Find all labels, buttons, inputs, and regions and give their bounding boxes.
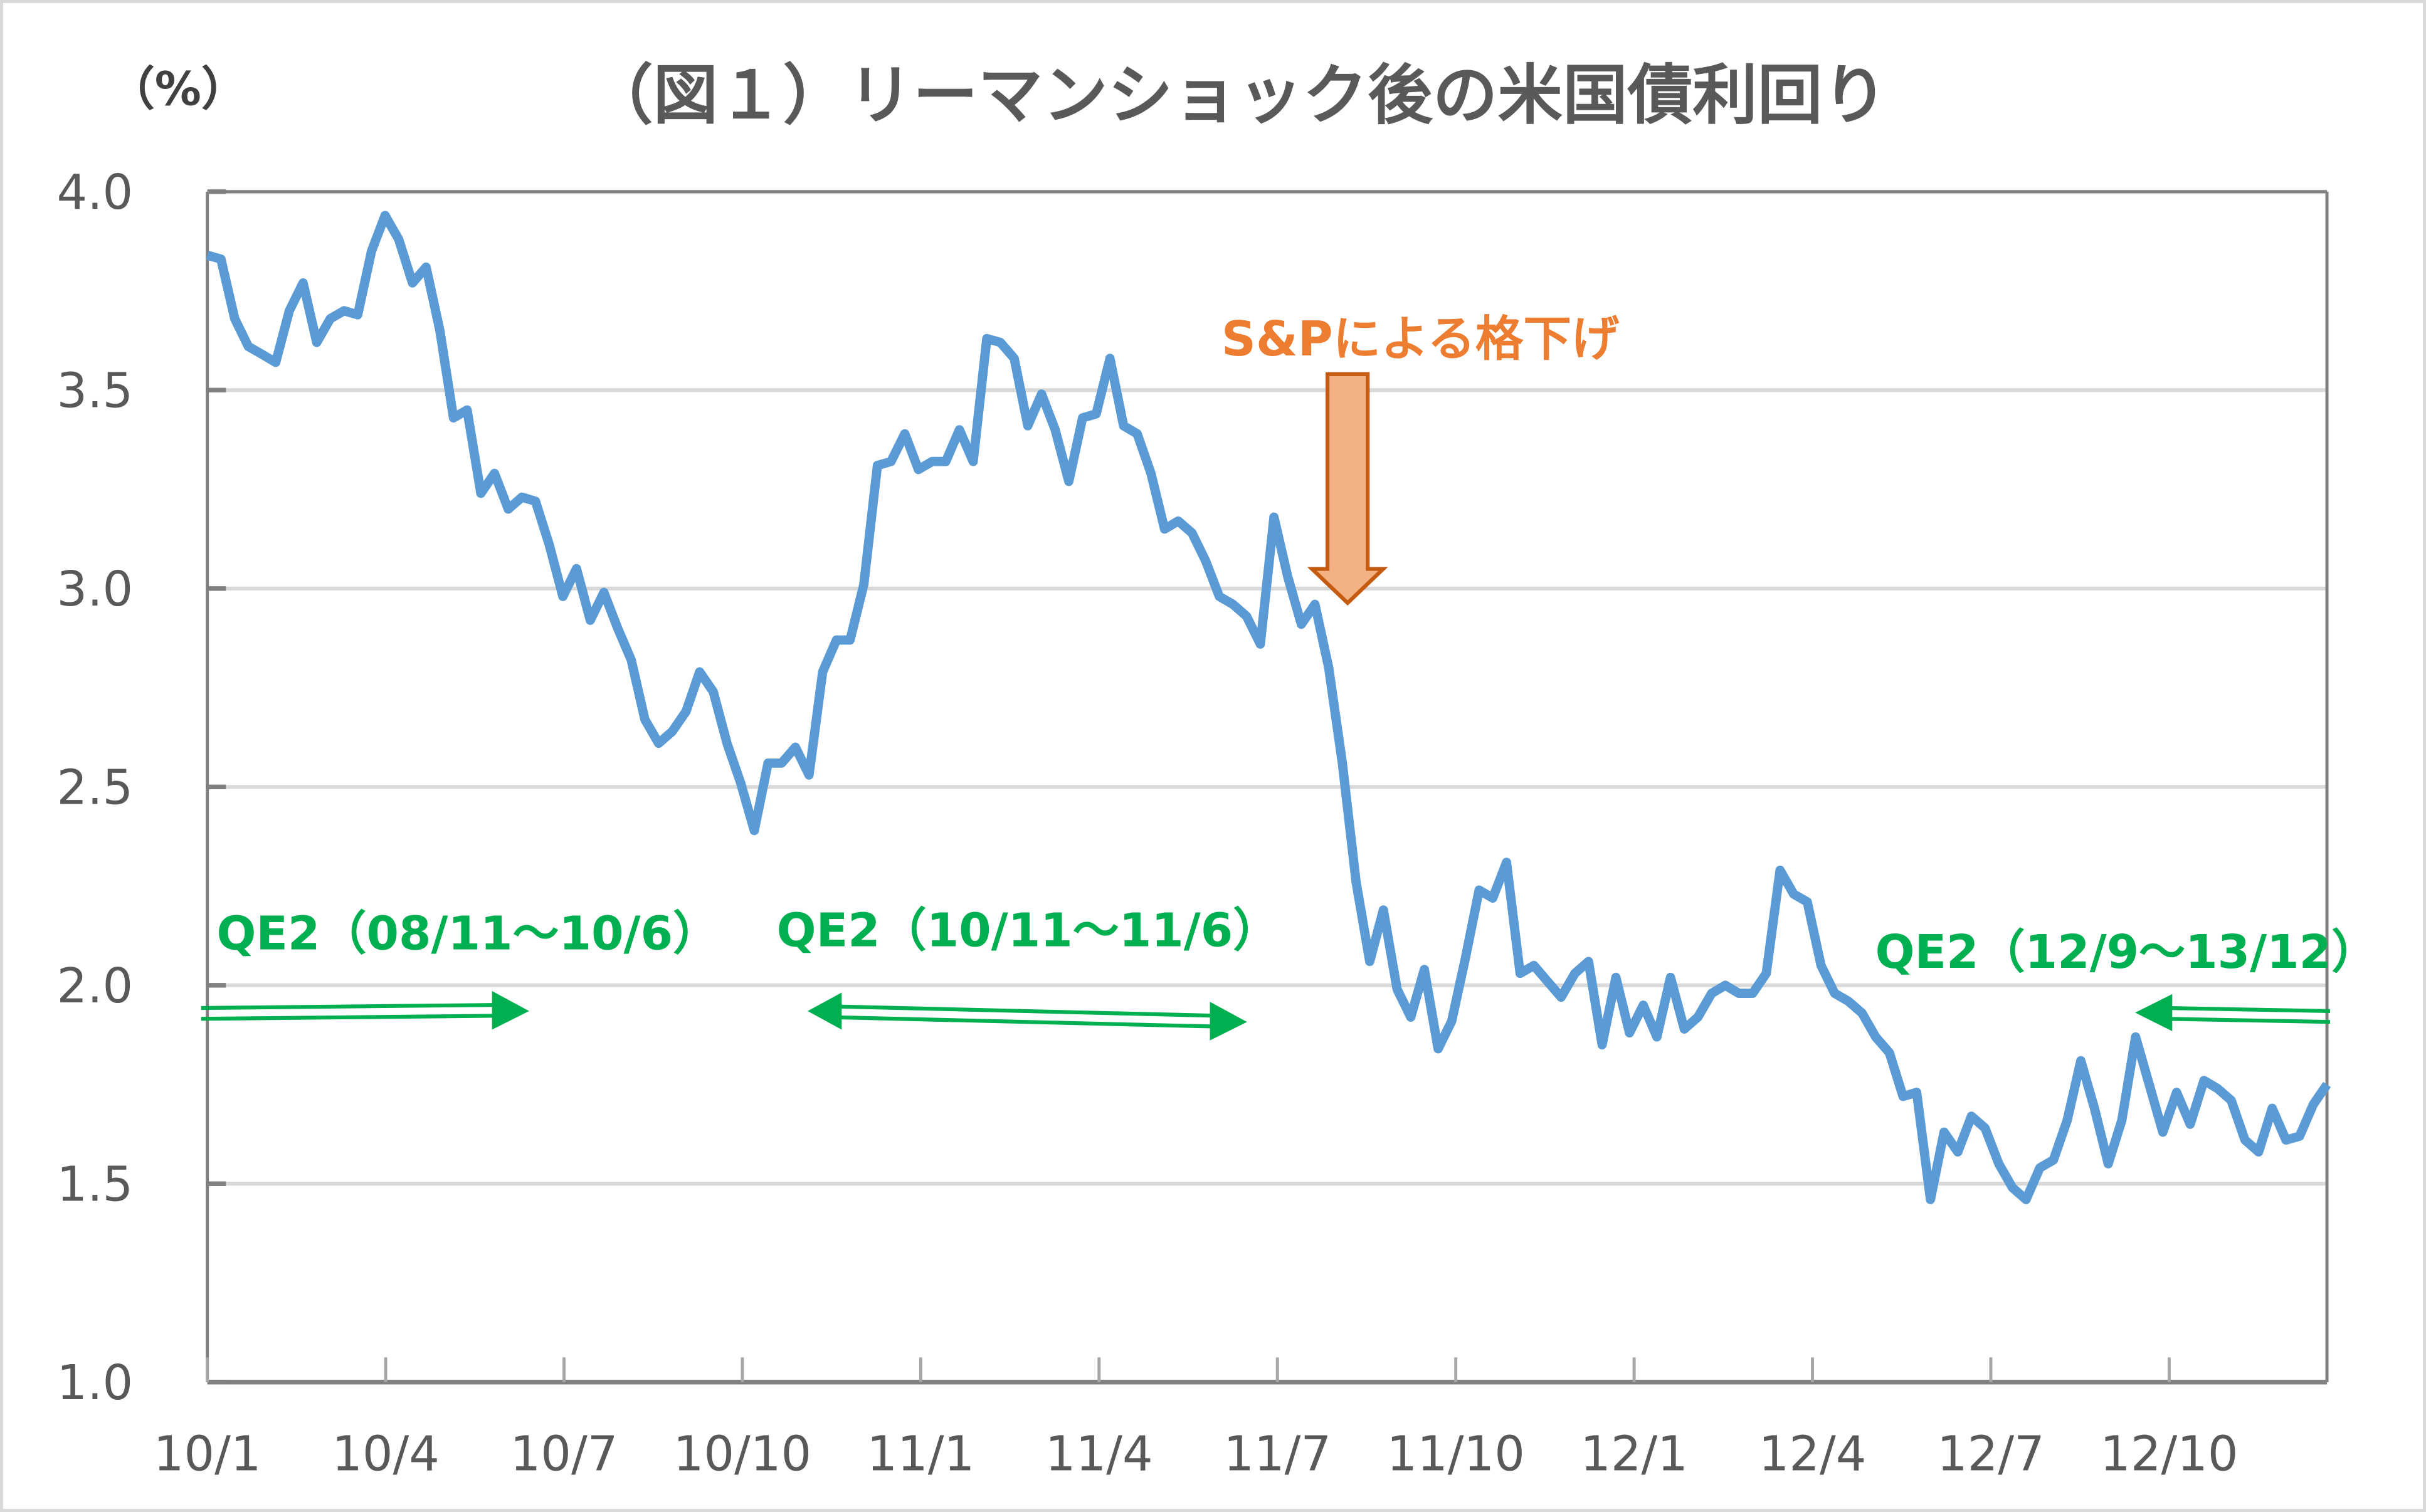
y-tick-label: 3.0: [57, 562, 134, 617]
x-tick-label: 10/10: [673, 1426, 811, 1482]
double-arrow-icon: [808, 992, 1247, 1041]
x-axis: 10/1 10/4 10/7 10/10 11/1 11/4 11/7 11/10 12/1 12…: [154, 1357, 2328, 1482]
y-tick-label: 4.0: [57, 165, 134, 221]
qe-label-3: QE2（12/9～13/12）: [1875, 925, 2378, 979]
x-tick-label: 11/4: [1045, 1426, 1153, 1482]
x-tick-label: 12/10: [2100, 1426, 2238, 1482]
x-tick-label: 12/7: [1937, 1426, 2045, 1482]
y-tick-label: 2.0: [57, 958, 134, 1014]
left-arrow-icon: [2135, 994, 2331, 1031]
x-tick-label: 11/7: [1223, 1426, 1331, 1482]
y-axis: 1.0 1.5 2.0 2.5 3.0 3.5 4.0: [57, 165, 226, 1411]
x-tick-label: 12/4: [1759, 1426, 1867, 1482]
x-tick-label: 10/1: [154, 1426, 261, 1482]
y-tick-label: 1.0: [57, 1355, 134, 1411]
qe-label-1: QE2（08/11～10/6）: [216, 906, 719, 960]
x-tick-label: 10/7: [510, 1426, 618, 1482]
x-tick-label: 12/1: [1580, 1426, 1688, 1482]
x-tick-label: 11/10: [1386, 1426, 1524, 1482]
x-tick-label: 10/4: [332, 1426, 440, 1482]
y-tick-label: 1.5: [57, 1157, 134, 1212]
y-tick-label: 3.5: [57, 363, 134, 419]
yield-line: [206, 211, 2331, 1204]
down-arrow-icon: [1307, 372, 1388, 606]
chart-title: （図１）リーマンショック後の米国債利回り: [588, 58, 1887, 133]
downgrade-label: S&Pによる格下げ: [1221, 312, 1620, 367]
right-arrow-icon: [201, 990, 529, 1030]
x-tick-label: 11/1: [867, 1426, 974, 1482]
y-tick-label: 2.5: [57, 760, 134, 816]
y-unit-label: （%）: [108, 63, 248, 117]
qe-label-2: QE2（10/11～11/6）: [777, 903, 1280, 957]
